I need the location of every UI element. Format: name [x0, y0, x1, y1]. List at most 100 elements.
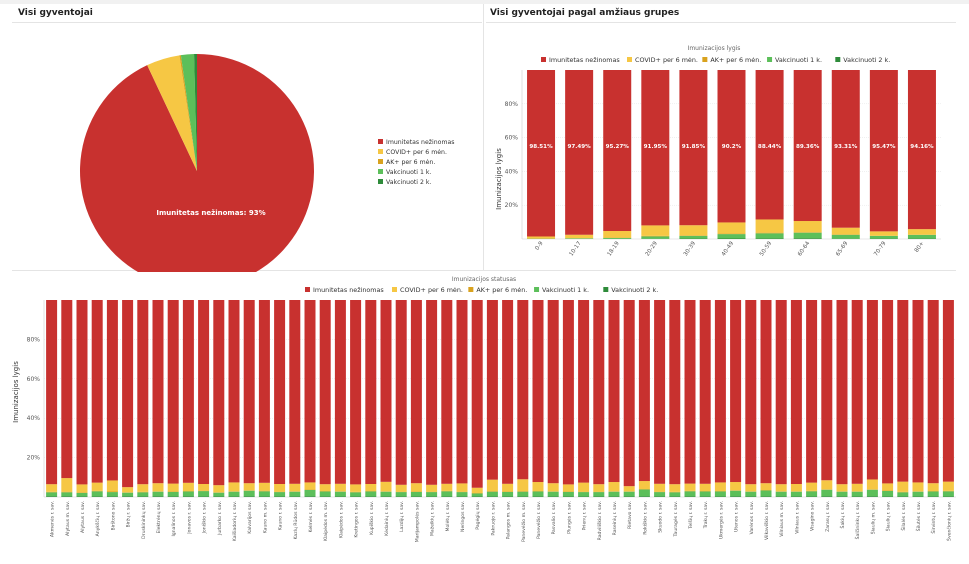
mun-legend-swatch-vakcinuoti-2-k	[603, 287, 609, 292]
age-legend-label-ak-per-6-men: AK+ per 6 mėn.	[710, 56, 761, 64]
mun-bar-zarasu-r-sav-vakcinuoti-2-k	[942, 496, 954, 497]
mun-bar-anyksciu-r-sav-covid-per-6-men	[91, 482, 103, 491]
mun-bar-kaisiadoriu-r-sav-covid-per-6-men	[228, 482, 240, 492]
age-legend-label-imunitetas-nezinomas: Imunitetas nežinomas	[549, 56, 620, 64]
age-legend-label-vakcinuoti-2-k: Vakcinuoti 2 k.	[843, 56, 890, 64]
mun-legend-label-ak-per-6-men: AK+ per 6 mėn.	[476, 286, 527, 294]
mun-bar-akmenes-r-sav-vakcinuoti-1-k	[46, 492, 58, 497]
mun-bar-neringos-sav-vakcinuoti-2-k	[456, 496, 468, 497]
mun-bar-neringos-sav-vakcinuoti-1-k	[456, 492, 468, 497]
age-bar-40-49-ak-per-6-men	[717, 233, 746, 235]
mun-bar-svencioniu-r-sav-covid-per-6-men	[775, 484, 787, 492]
top-banner-strip	[0, 0, 969, 4]
age-x-tick-30-39: 30-39	[683, 240, 697, 257]
mun-bar-skuodo-r-sav-vakcinuoti-1-k	[654, 492, 666, 497]
age-legend-swatch-vakcinuoti-1-k	[767, 57, 773, 62]
pie-slices	[80, 54, 314, 272]
mun-bar-rietavo-sav-covid-per-6-men	[623, 486, 635, 492]
mun-bar-traku-r-sav-covid-per-6-men	[821, 480, 833, 490]
mun-bar-taurages-r-sav-imunitetas-nezinomas	[790, 300, 802, 484]
mun-bar-mazeikiu-r-sav-vakcinuoti-2-k	[426, 496, 438, 497]
mun-bar-kauno-r-sav-covid-per-6-men	[274, 483, 286, 492]
mun-bar-elektrenu-sav-vakcinuoti-2-k	[152, 496, 164, 497]
mun-x-tick-kalvarijos-sav: Kalvarijos sav.	[247, 501, 253, 534]
mun-x-tick-silutes-r-sav: Šilutės r. sav.	[915, 501, 922, 531]
mun-bar-pasvalio-r-sav-covid-per-6-men	[547, 483, 559, 492]
mun-bar-kelmes-r-sav-vakcinuoti-2-k	[319, 496, 331, 497]
age-data-label-40-49: 90.2%	[722, 144, 742, 150]
pie-slice-ak-per-6-men	[179, 55, 197, 171]
age-legend-swatch-ak-per-6-men	[702, 57, 708, 62]
mun-bar-kauno-r-sav-imunitetas-nezinomas	[274, 300, 286, 484]
mun-bars	[46, 300, 954, 497]
age-x-tick-40-49: 40-49	[721, 240, 735, 257]
age-bar-70-79-covid-per-6-men	[869, 231, 898, 236]
mun-x-tick-pakruojo-r-sav: Pakruojo r. sav.	[490, 501, 496, 536]
mun-x-axis: Akmenės r. sav. Alytaus m. sav. Alytaus r.…	[50, 501, 953, 542]
mun-bar-siauliu-m-sav-vakcinuoti-1-k	[699, 491, 711, 497]
mun-bar-kretingos-r-sav-imunitetas-nezinomas	[365, 300, 377, 484]
mun-x-tick-klaipedos-r-sav: Klaipėdos r. sav.	[338, 501, 344, 538]
mun-bar-silutes-r-sav-vakcinuoti-2-k	[745, 496, 757, 497]
mun-bar-silales-r-sav-covid-per-6-men	[730, 482, 742, 491]
mun-bar-telsiu-r-sav-vakcinuoti-1-k	[806, 491, 818, 497]
pie-legend-label-vakcinuoti-2-k: Vakcinuoti 2 k.	[386, 179, 431, 186]
mun-y-tick-40: 40%	[27, 415, 41, 422]
mun-bar-rietavo-sav-vakcinuoti-2-k	[623, 496, 635, 497]
pie-legend-label-vakcinuoti-1-k: Vakcinuoti 1 k.	[386, 169, 431, 176]
mun-bar-druskininku-sav-imunitetas-nezinomas	[137, 300, 149, 485]
mun-bar-marijampoles-sav-vakcinuoti-2-k	[410, 496, 422, 497]
mun-bar-akmenes-r-sav-covid-per-6-men	[46, 484, 58, 492]
age-bar-0-9-imunitetas-nezinomas	[527, 70, 556, 237]
mun-x-tick-vilniaus-m-sav: Vilniaus m. sav.	[779, 501, 785, 537]
mun-bar-jonavos-r-sav-vakcinuoti-1-k	[182, 491, 194, 497]
mun-x-tick-traku-r-sav: Trakų r. sav.	[703, 501, 709, 529]
age-group-chart: Imunizacijos lygis Imunitetas nežinomas C…	[495, 45, 941, 257]
mun-bar-akmenes-r-sav-vakcinuoti-2-k	[46, 496, 58, 497]
mun-bar-rokiskio-r-sav-imunitetas-nezinomas	[638, 300, 650, 482]
pie-panel-title: Visi gyventojai	[18, 8, 93, 18]
mun-bar-anyksciu-r-sav-vakcinuoti-1-k	[91, 491, 103, 497]
mun-bar-birzu-r-sav-covid-per-6-men	[122, 487, 134, 493]
age-bar-70-79-imunitetas-nezinomas	[869, 70, 898, 232]
mun-bar-kupiskio-r-sav-vakcinuoti-1-k	[380, 491, 392, 497]
mun-bar-pagegiu-sav-vakcinuoti-1-k	[471, 493, 483, 497]
mun-bar-elektrenu-sav-imunitetas-nezinomas	[152, 300, 164, 484]
mun-x-tick-kretingos-r-sav: Kretingos r. sav.	[354, 501, 360, 538]
mun-bar-jurbarko-r-sav-covid-per-6-men	[213, 485, 225, 493]
mun-bar-kupiskio-r-sav-vakcinuoti-2-k	[380, 496, 392, 497]
mun-bar-mazeikiu-r-sav-vakcinuoti-1-k	[426, 492, 438, 497]
age-bar-40-49-covid-per-6-men	[717, 222, 746, 234]
mun-bar-raseiniu-r-sav-vakcinuoti-1-k	[608, 491, 620, 497]
age-bar-10-17-vakcinuoti-1-k	[565, 238, 594, 239]
mun-bar-pagegiu-sav-vakcinuoti-2-k	[471, 496, 483, 497]
age-bar-50-59-imunitetas-nezinomas	[755, 70, 784, 220]
mun-bar-druskininku-sav-vakcinuoti-1-k	[137, 492, 149, 497]
mun-bar-jurbarko-r-sav-vakcinuoti-2-k	[213, 496, 225, 497]
mun-bar-alytaus-m-sav-ak-per-6-men	[61, 491, 73, 493]
age-y-tick-40: 40%	[505, 168, 519, 175]
age-panel-title: Visi gyventojai pagal amžiaus grupes	[490, 8, 680, 18]
mun-bar-alytaus-m-sav-vakcinuoti-1-k	[61, 492, 73, 497]
mun-bar-siauliu-r-sav-vakcinuoti-2-k	[714, 496, 726, 497]
mun-bar-elektrenu-sav-vakcinuoti-1-k	[152, 491, 164, 497]
mun-x-tick-kelmes-r-sav: Kelmės r. sav.	[308, 501, 314, 532]
mun-bar-kauno-r-sav-vakcinuoti-2-k	[274, 496, 286, 497]
age-bar-40-49-vakcinuoti-2-k	[717, 238, 746, 239]
mun-x-tick-alytaus-m-sav: Alytaus m. sav.	[65, 501, 71, 536]
mun-x-tick-taurages-r-sav: Tauragės r. sav.	[673, 501, 679, 538]
age-bar-0-9-covid-per-6-men	[527, 236, 556, 239]
mun-legend-swatch-vakcinuoti-1-k	[534, 287, 540, 292]
mun-bar-kupiskio-r-sav-covid-per-6-men	[380, 481, 392, 492]
pie-slice-vakcinuoti-1-k	[180, 54, 197, 171]
mun-bar-sirvintu-r-sav-vakcinuoti-2-k	[760, 496, 772, 497]
mun-bar-birzu-r-sav-vakcinuoti-2-k	[122, 496, 134, 497]
age-bar-20-29-vakcinuoti-1-k	[641, 236, 670, 239]
mun-x-tick-anyksciu-r-sav: Anykščių r. sav.	[94, 501, 101, 536]
mun-bar-taurages-r-sav-vakcinuoti-1-k	[790, 491, 802, 497]
age-data-label-10-17: 97.49%	[567, 144, 591, 150]
mun-bar-telsiu-r-sav-vakcinuoti-2-k	[806, 496, 818, 497]
mun-bar-kauno-m-sav-vakcinuoti-2-k	[258, 496, 270, 497]
mun-x-tick-silales-r-sav: Šilalės r. sav.	[900, 501, 907, 531]
mun-bar-kupiskio-r-sav-imunitetas-nezinomas	[380, 300, 392, 482]
